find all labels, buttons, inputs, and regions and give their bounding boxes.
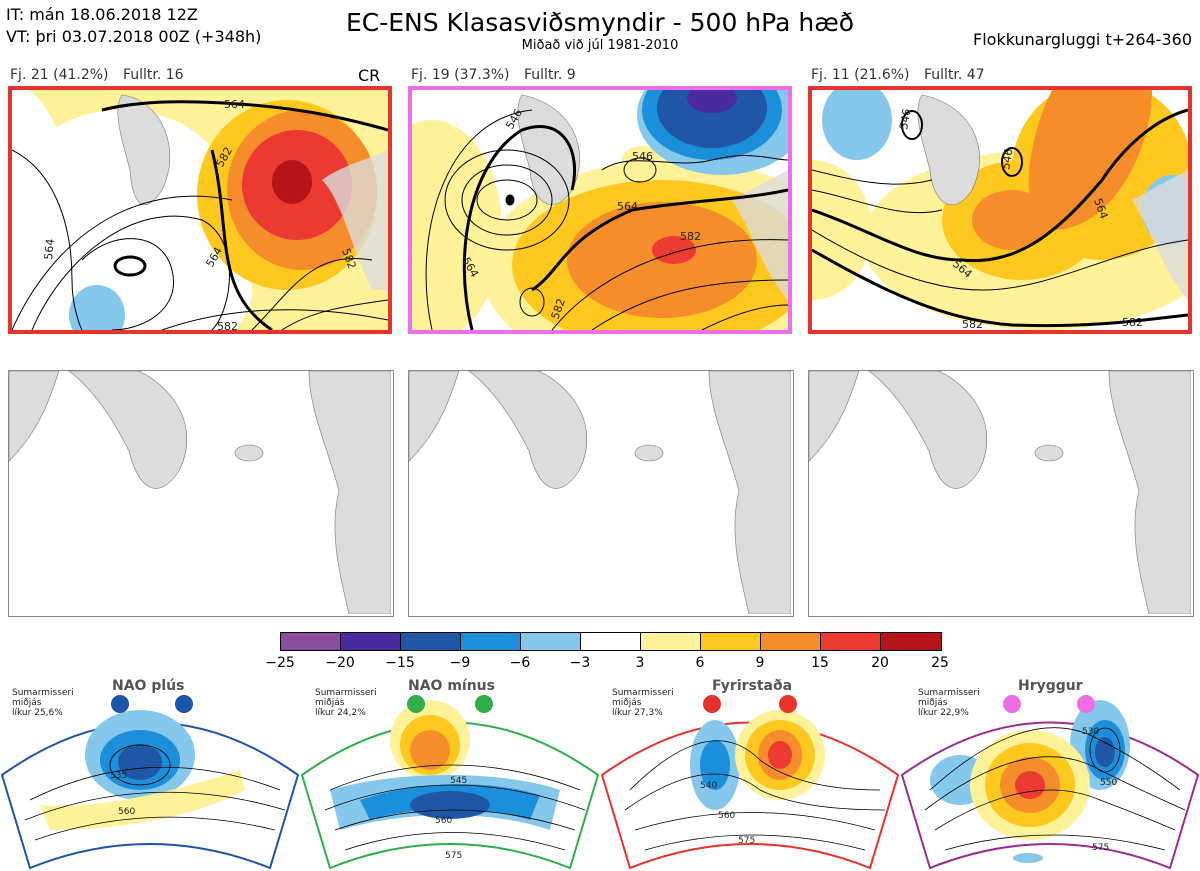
p3-contour-label-3: 546 <box>999 148 1015 171</box>
colorbar-tick-label: −25 <box>265 655 295 671</box>
panel-1-cluster: Fj. 21 (41.2%) <box>10 67 109 83</box>
nao-plus-info: Sumarmisseri miðjás líkur 25,6% <box>12 688 74 718</box>
colorbar-tick-label: 9 <box>755 655 765 671</box>
colorbar-tick-label: −3 <box>569 655 591 671</box>
p1-contour-label-5: 582 <box>217 320 238 330</box>
colorbar-segment <box>640 632 701 651</box>
colorbar-tick-label: 3 <box>635 655 645 671</box>
colorbar-tick-label: 20 <box>871 655 889 671</box>
base-map-1 <box>8 370 394 617</box>
panel-2-member: Fulltr. 9 <box>523 67 576 83</box>
p3-contour-label-1: 546 <box>897 108 913 131</box>
base-map-3 <box>808 370 1194 617</box>
page-title: EC-ENS Klasasviðsmyndir - 500 hPa hæð <box>345 8 855 37</box>
blocking-median: miðjás <box>612 698 642 708</box>
panel-2-label: Fj. 19 (37.3%) Fulltr. 9 <box>411 67 586 83</box>
colorbar-segment <box>760 632 821 651</box>
classification-window: Flokkunargluggi t+264-360 <box>973 30 1192 49</box>
regime-ridge: 530 550 575 Sumarmisseri miðjás líkur 22… <box>900 678 1200 871</box>
ridge-median: miðjás <box>918 698 948 708</box>
nao-minus-title: NAO mínus <box>408 678 495 694</box>
ridge-contour-1: 530 <box>1082 727 1099 737</box>
nao-plus-title: NAO plús <box>112 678 185 694</box>
ridge-info: Sumarmisseri miðjás líkur 22,9% <box>918 688 980 718</box>
nao-plus-contour-1: 535 <box>110 771 127 781</box>
ridge-probability: líkur 22,9% <box>918 708 969 718</box>
blocking-contour-3: 575 <box>738 836 755 846</box>
colorbar-segment <box>880 632 942 651</box>
colorbar-segment <box>460 632 521 651</box>
colorbar-tick-label: −15 <box>385 655 415 671</box>
p3-contour-label-6: 582 <box>1122 316 1143 329</box>
blocking-title: Fyrirstaða <box>712 678 793 694</box>
panel-2-cluster: Fj. 19 (37.3%) <box>411 67 510 83</box>
nao-minus-season: Sumarmisseri <box>315 688 377 698</box>
p3-contour-label-5: 582 <box>962 318 983 330</box>
nao-minus-contour-2: 560 <box>435 816 452 826</box>
nao-minus-contour-3: 575 <box>445 851 462 861</box>
colorbar-tick-label: 15 <box>811 655 829 671</box>
colorbar-segment <box>700 632 761 651</box>
valid-time: VT: þri 03.07.2018 00Z (+348h) <box>6 27 262 46</box>
regime-nao-plus: 535 560 Sumarmisseri miðjás líkur 25,6% … <box>0 678 300 871</box>
nao-minus-info: Sumarmisseri miðjás líkur 24,2% <box>315 688 377 718</box>
ridge-title: Hryggur <box>1018 678 1083 694</box>
colorbar-segment <box>400 632 461 651</box>
base-map-2 <box>408 370 794 617</box>
p2-contour-label-4: 564 <box>617 200 638 213</box>
regime-nao-minus: 545 560 575 Sumarmisseri miðjás líkur 24… <box>300 678 600 871</box>
p1-contour-label-6: 564 <box>42 238 57 260</box>
p2-contour-label-2: 546 <box>632 150 653 163</box>
colorbar-segment <box>520 632 581 651</box>
nao-minus-median: miðjás <box>315 698 345 708</box>
colorbar-tick-label: −9 <box>449 655 471 671</box>
blocking-season: Sumarmisseri <box>612 688 674 698</box>
blocking-probability: líkur 27,3% <box>612 708 663 718</box>
colorbar-segment <box>280 632 341 651</box>
nao-plus-contour-2: 560 <box>118 807 135 817</box>
colorbar-tick-label: −20 <box>325 655 355 671</box>
panel-3-label: Fj. 11 (21.6%) Fulltr. 47 <box>811 67 995 83</box>
ridge-contour-3: 575 <box>1092 843 1109 853</box>
colorbar-tick-label: −6 <box>509 655 531 671</box>
nao-plus-season: Sumarmisseri <box>12 688 74 698</box>
blocking-info: Sumarmisseri miðjás líkur 27,3% <box>612 688 674 718</box>
colorbar-tick-label: 6 <box>695 655 705 671</box>
p1-contour-label-1: 564 <box>224 98 245 111</box>
blocking-contour-2: 560 <box>718 811 735 821</box>
initial-time: IT: mán 18.06.2018 12Z <box>6 5 198 24</box>
colorbar-tick-label: 25 <box>931 655 949 671</box>
panel-1-label: Fj. 21 (41.2%) Fulltr. 16 <box>10 67 194 83</box>
blocking-contour-1: 540 <box>700 781 717 791</box>
cluster-map-1: 564 582 564 582 582 564 <box>8 86 392 334</box>
cluster-map-3: 546 564 546 564 582 582 <box>808 86 1192 334</box>
p2-contour-label-5: 582 <box>680 230 701 243</box>
nao-minus-probability: líkur 24,2% <box>315 708 366 718</box>
panel-1-tag: CR <box>358 66 381 85</box>
nao-minus-contour-1: 545 <box>450 776 467 786</box>
panel-3-cluster: Fj. 11 (21.6%) <box>811 67 910 83</box>
page-subtitle: Miðað við júl 1981-2010 <box>521 38 679 53</box>
cluster-map-2: 546 546 564 564 582 582 <box>408 86 792 334</box>
panel-3-member: Fulltr. 47 <box>923 67 985 83</box>
regime-blocking: 540 560 575 Sumarmisseri miðjás líkur 27… <box>600 678 900 871</box>
colorbar-segment <box>820 632 881 651</box>
colorbar-segment <box>580 632 641 651</box>
nao-plus-probability: líkur 25,6% <box>12 708 63 718</box>
panel-1-member: Fulltr. 16 <box>122 67 184 83</box>
colorbar-segment <box>340 632 401 651</box>
header-info: IT: mán 18.06.2018 12Z VT: þri 03.07.201… <box>6 4 261 48</box>
nao-plus-median: miðjás <box>12 698 42 708</box>
ridge-season: Sumarmisseri <box>918 688 980 698</box>
ridge-contour-2: 550 <box>1100 778 1117 788</box>
